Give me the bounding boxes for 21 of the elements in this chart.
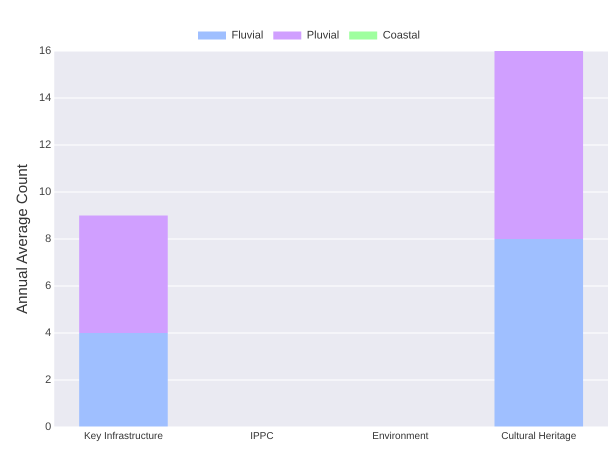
y-tick-label: 10 xyxy=(38,186,52,198)
legend-label: Fluvial xyxy=(232,30,264,42)
y-axis-title: Annual Average Count xyxy=(14,163,32,314)
x-tick-label: Environment xyxy=(372,430,429,442)
y-tick-label: 14 xyxy=(38,92,52,104)
x-tick-label: Cultural Heritage xyxy=(501,430,577,442)
y-tick-label: 6 xyxy=(45,280,52,292)
x-tick-label: IPPC xyxy=(250,430,274,442)
y-tick-label: 12 xyxy=(38,139,52,152)
legend-label: Pluvial xyxy=(306,30,340,42)
bar xyxy=(494,239,584,426)
y-tick-label: 16 xyxy=(38,45,52,58)
bar xyxy=(79,333,168,426)
y-tick-label: 4 xyxy=(45,327,52,340)
y-tick-label: 0 xyxy=(45,421,52,434)
bar xyxy=(79,216,168,333)
y-tick-label: 2 xyxy=(45,374,52,386)
x-tick-label: Key Infrastructure xyxy=(84,430,164,442)
y-tick-label: 8 xyxy=(45,233,52,246)
legend-label: Coastal xyxy=(382,30,420,42)
bar xyxy=(494,51,584,239)
